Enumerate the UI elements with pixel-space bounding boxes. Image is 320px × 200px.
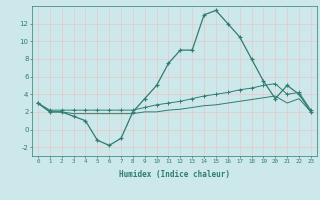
X-axis label: Humidex (Indice chaleur): Humidex (Indice chaleur) [119, 170, 230, 179]
